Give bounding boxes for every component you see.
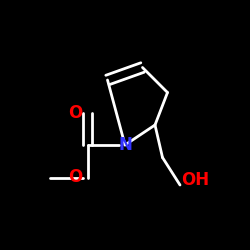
Text: O: O (68, 104, 82, 122)
Text: O: O (68, 168, 82, 186)
Text: OH: OH (181, 171, 209, 189)
Text: N: N (118, 136, 132, 154)
